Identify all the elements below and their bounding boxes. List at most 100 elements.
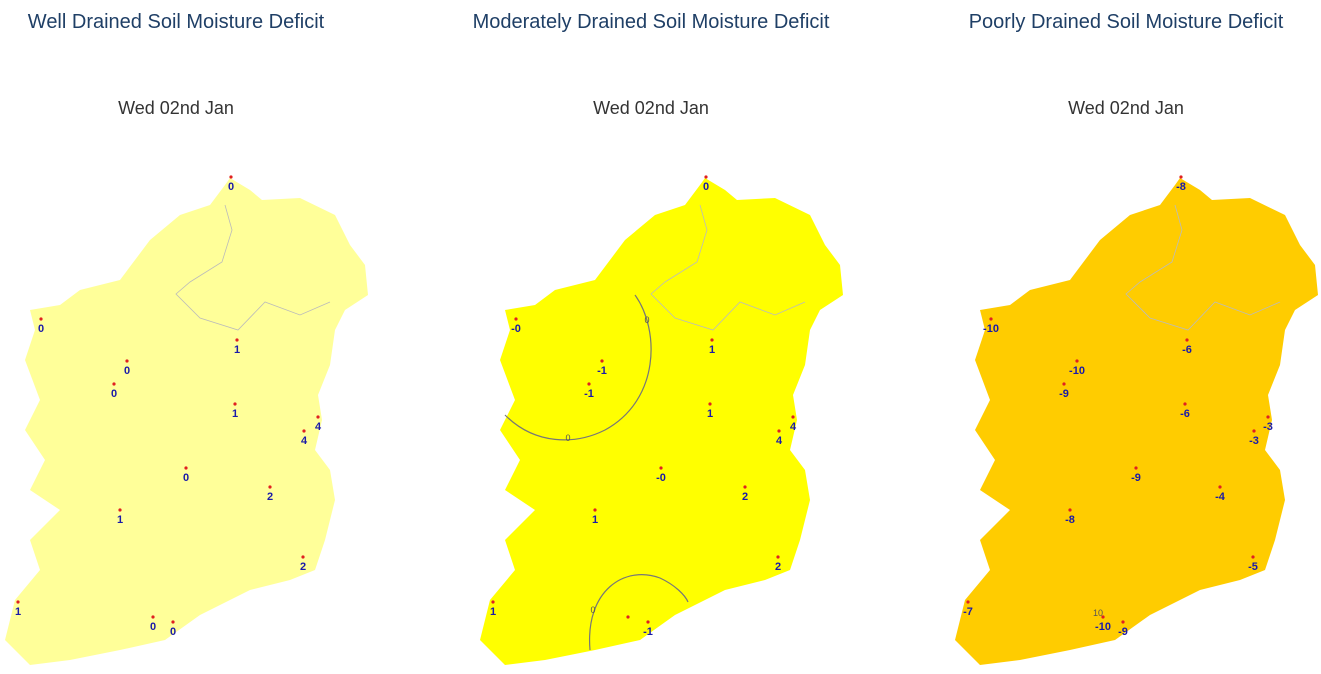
station-value: 1 [117, 514, 123, 526]
station-dot [1252, 429, 1256, 433]
station-dot [151, 615, 155, 619]
map: 10-8-10-10-9-6-6-3-3-9-4-8-5-7-10 -9 [955, 175, 1318, 665]
station-dot [704, 175, 708, 179]
station-value: 0 [703, 181, 709, 193]
station-value: -3 [1263, 421, 1273, 433]
station-value: -6 [1180, 408, 1190, 420]
station-value: -10 [1069, 365, 1085, 377]
station-dot [1218, 485, 1222, 489]
station-dot [1134, 466, 1138, 470]
contour-label: 0 [565, 433, 570, 443]
station-value: -4 [1215, 491, 1226, 503]
station-dot [171, 620, 175, 624]
station-dot [587, 382, 591, 386]
station-dot [514, 317, 518, 321]
station-value: -1 [584, 388, 594, 400]
station-dot [316, 415, 320, 419]
station-dot [776, 555, 780, 559]
station-value: -10 [983, 323, 999, 335]
station-value: 0 [183, 472, 189, 484]
station-dot [743, 485, 747, 489]
panel-date: Wed 02nd Jan [1068, 98, 1184, 118]
station-dot [1062, 382, 1066, 386]
contour-line [589, 574, 689, 651]
station-dot [235, 338, 239, 342]
station-dot [39, 317, 43, 321]
contour-label: 0 [644, 315, 649, 325]
station-dot [593, 508, 597, 512]
station-dot [777, 429, 781, 433]
station-value: -9 [1059, 388, 1069, 400]
station-dot [600, 359, 604, 363]
station-value: 0 [124, 365, 130, 377]
station-dot [1266, 415, 1270, 419]
station-dot [1075, 359, 1079, 363]
station-value: 0 [111, 388, 117, 400]
station-value: -0 [656, 472, 666, 484]
station-dot [125, 359, 129, 363]
station-dot [966, 600, 970, 604]
contour-line [504, 294, 652, 441]
station-value: -9 [1118, 626, 1128, 638]
station-value: -6 [1182, 344, 1192, 356]
station-value: 0 [170, 626, 176, 638]
panel-date: Wed 02nd Jan [593, 98, 709, 118]
station-value: -10 [1095, 621, 1111, 633]
station-value: 2 [300, 561, 306, 573]
station-value: 1 [709, 344, 715, 356]
station-value: -8 [1065, 514, 1075, 526]
station-value: 0 [228, 181, 234, 193]
panel-date: Wed 02nd Jan [118, 98, 234, 118]
panel-title: Well Drained Soil Moisture Deficit [28, 11, 325, 33]
station-dot [1121, 620, 1125, 624]
land [480, 178, 843, 665]
station-value: -1 [597, 365, 607, 377]
station-value: 1 [232, 408, 238, 420]
station-dot [646, 620, 650, 624]
station-dot [268, 485, 272, 489]
station-dot [989, 317, 993, 321]
station-value: -8 [1176, 181, 1186, 193]
station-value: 0 [150, 621, 156, 633]
station-value: 4 [301, 435, 308, 447]
station-value: 1 [490, 606, 496, 618]
station-dot [710, 338, 714, 342]
station-value: -3 [1249, 435, 1259, 447]
panel-title: Moderately Drained Soil Moisture Deficit [473, 11, 830, 33]
station-dot [229, 175, 233, 179]
station-dot [302, 429, 306, 433]
land [5, 178, 368, 665]
station-value: 0 [38, 323, 44, 335]
station-dot [1068, 508, 1072, 512]
station-dot [791, 415, 795, 419]
station-dot [491, 600, 495, 604]
station-value: -7 [963, 606, 973, 618]
station-dot [118, 508, 122, 512]
station-dot [708, 402, 712, 406]
station-value: 4 [315, 421, 322, 433]
station-dot [184, 466, 188, 470]
station-dot [1251, 555, 1255, 559]
station-value: 4 [776, 435, 783, 447]
station-dot [1179, 175, 1183, 179]
panel-title: Poorly Drained Soil Moisture Deficit [969, 11, 1284, 33]
station-value: 1 [707, 408, 713, 420]
station-value: -1 [643, 626, 653, 638]
station-value: 4 [790, 421, 797, 433]
station-value: -0 [511, 323, 521, 335]
station-dot [1101, 615, 1105, 619]
station-dot [1183, 402, 1187, 406]
station-value: 1 [234, 344, 240, 356]
station-dot [233, 402, 237, 406]
station-dot [16, 600, 20, 604]
station-value: 2 [267, 491, 273, 503]
station-dot [1185, 338, 1189, 342]
station-value: -5 [1248, 561, 1258, 573]
station-dot [301, 555, 305, 559]
station-dot [659, 466, 663, 470]
station-value: 1 [15, 606, 21, 618]
station-dot [112, 382, 116, 386]
